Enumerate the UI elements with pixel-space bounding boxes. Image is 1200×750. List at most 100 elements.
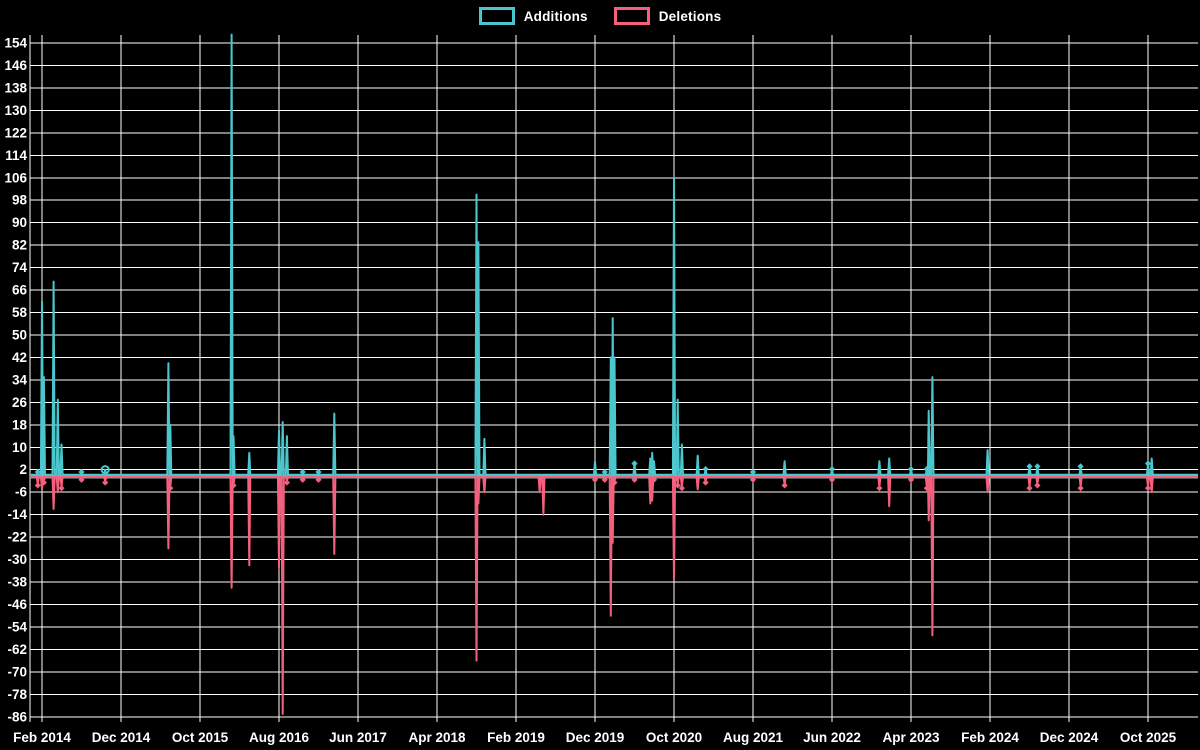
legend-label-deletions: Deletions: [658, 8, 722, 24]
deletions-swatch-icon: [613, 7, 650, 25]
y-tick-label: 50: [12, 327, 27, 342]
x-tick-label: Feb 2019: [487, 730, 545, 745]
y-tick-label: -38: [7, 575, 27, 590]
y-tick-label: -62: [7, 642, 27, 657]
deletions-marker: [907, 476, 915, 483]
deletions-marker: [230, 482, 237, 489]
deletions-marker: [299, 476, 306, 483]
additions-marker: [1034, 463, 1041, 470]
additions-marker: [601, 468, 608, 476]
additions-marker: [100, 465, 110, 475]
y-tick-label: 18: [12, 417, 28, 432]
deletions-marker: [283, 479, 290, 486]
y-tick-label: 98: [12, 193, 28, 208]
deletions-marker: [315, 476, 322, 483]
legend-label-additions: Additions: [523, 8, 588, 24]
additions-marker: [749, 468, 757, 476]
x-tick-label: Oct 2015: [172, 730, 229, 745]
deletions-marker: [674, 482, 681, 489]
y-tick-label: 26: [12, 395, 28, 410]
y-tick-label: 42: [12, 350, 27, 365]
legend-item-additions[interactable]: Additions: [478, 7, 588, 25]
y-tick-label: 114: [5, 148, 27, 163]
deletions-marker: [1144, 485, 1152, 492]
x-tick-label: Dec 2024: [1040, 730, 1099, 745]
x-tick-label: Dec 2019: [566, 730, 625, 745]
additions-marker: [907, 466, 915, 473]
y-tick-label: -78: [7, 687, 27, 702]
deletions-marker: [749, 476, 757, 483]
y-tick-label: 10: [12, 440, 27, 455]
deletions-marker: [1034, 482, 1041, 489]
x-tick-label: Aug 2021: [723, 730, 784, 745]
additions-marker: [1077, 463, 1084, 470]
additions-marker: [1026, 463, 1033, 470]
additions-line: [30, 33, 1198, 476]
y-tick-label: 82: [12, 238, 27, 253]
deletions-marker: [58, 485, 65, 492]
additions-marker: [1144, 460, 1152, 467]
additions-marker: [828, 466, 836, 473]
x-tick-label: Jun 2022: [803, 730, 861, 745]
deletions-line: [30, 476, 1198, 715]
point-markers: [34, 460, 1152, 492]
deletions-marker: [631, 476, 638, 483]
y-tick-label: -46: [7, 597, 27, 612]
y-tick-label: -22: [7, 530, 27, 545]
deletions-marker: [828, 476, 836, 483]
y-tick-label: -70: [7, 664, 27, 679]
deletions-marker: [167, 485, 174, 492]
y-tick-label: 74: [12, 260, 28, 275]
deletions-marker: [102, 479, 109, 486]
y-tick-label: 122: [4, 125, 27, 140]
additions-marker: [315, 468, 322, 476]
y-tick-label: 154: [4, 36, 27, 51]
deletions-marker: [781, 482, 788, 489]
x-tick-label: Oct 2025: [1120, 730, 1177, 745]
x-tick-label: Jun 2017: [329, 730, 387, 745]
y-tick-label: -14: [7, 507, 27, 522]
additions-marker: [923, 466, 930, 473]
axis-labels: 154 146 138 130 122 114 106 98 90 82 74 66 58 50 42 34 2…: [4, 36, 1176, 746]
x-tick-label: Oct 2020: [646, 730, 702, 745]
additions-marker: [78, 468, 85, 476]
y-tick-label: -86: [7, 709, 27, 724]
deletions-marker: [1026, 485, 1033, 492]
x-tick-label: Aug 2016: [249, 730, 310, 745]
deletions-marker: [591, 476, 599, 483]
y-tick-label: -54: [7, 619, 27, 634]
additions-marker: [631, 460, 638, 467]
y-tick-label: 146: [4, 58, 27, 73]
x-tick-label: Feb 2024: [961, 730, 1019, 745]
y-tick-label: 106: [4, 170, 27, 185]
y-tick-label: 130: [4, 103, 27, 118]
additions-swatch-icon: [478, 7, 515, 25]
x-tick-label: Apr 2018: [408, 730, 466, 745]
deletions-marker: [876, 485, 883, 492]
x-tick-label: Dec 2014: [92, 730, 151, 745]
y-tick-label: -30: [7, 552, 27, 567]
grid: [29, 35, 1198, 722]
deletions-marker: [611, 479, 618, 486]
deletions-marker: [40, 479, 47, 486]
y-tick-label: 66: [12, 283, 28, 298]
x-tick-label: Apr 2023: [882, 730, 940, 745]
deletions-marker: [678, 485, 685, 492]
additions-marker: [299, 468, 306, 476]
y-tick-label: 2: [19, 462, 27, 477]
chart-legend: Additions Deletions: [0, 7, 1200, 25]
x-tick-label: Feb 2014: [13, 730, 71, 745]
deletions-marker: [601, 476, 608, 483]
deletions-marker: [650, 476, 658, 483]
deletions-marker: [78, 476, 85, 483]
y-tick-label: 90: [12, 215, 27, 230]
additions-marker: [34, 468, 41, 476]
legend-item-deletions[interactable]: Deletions: [613, 7, 722, 25]
deletions-marker: [1077, 485, 1084, 492]
deletions-marker: [34, 482, 41, 489]
deletions-marker: [702, 479, 709, 486]
y-tick-label: 138: [4, 80, 27, 95]
y-tick-label: -6: [15, 485, 27, 500]
